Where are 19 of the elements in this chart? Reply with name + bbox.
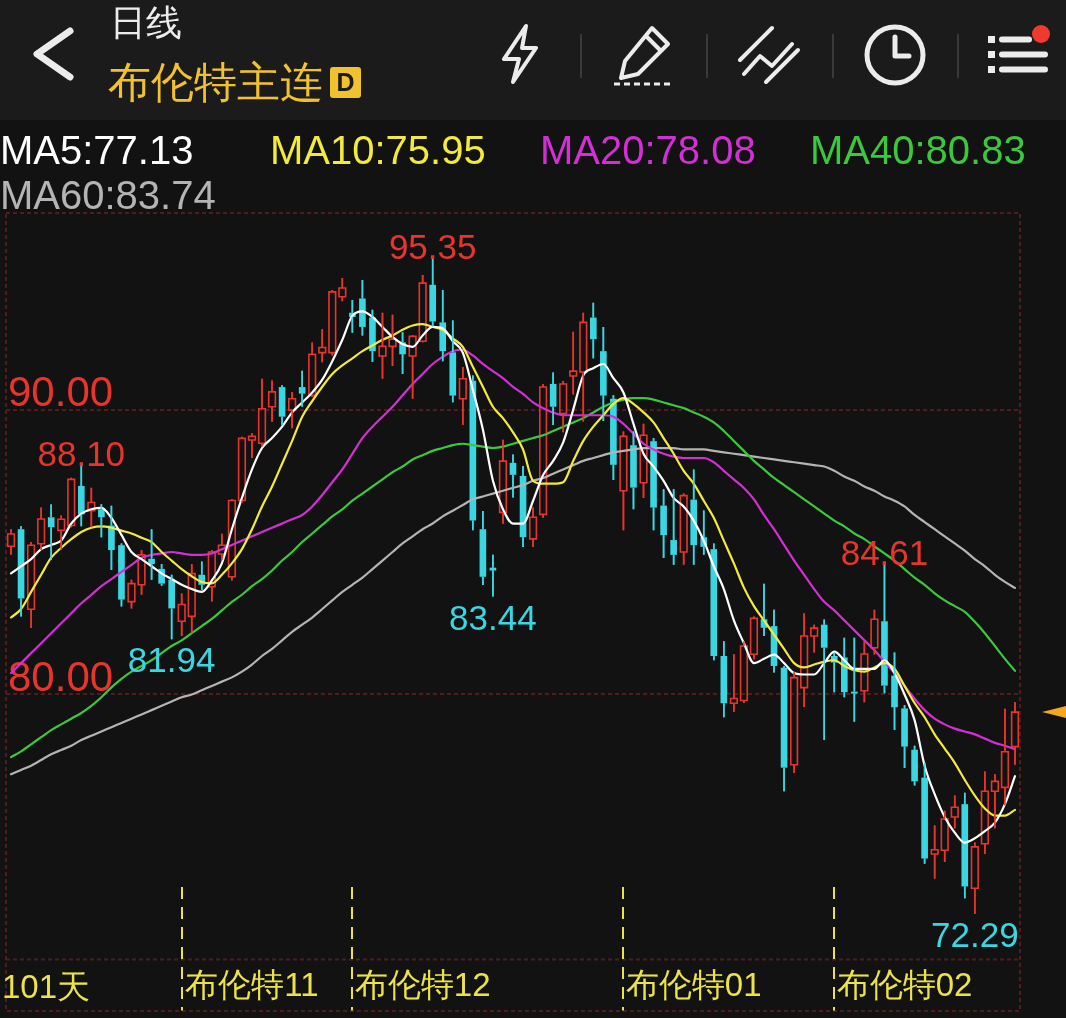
text: MA10:75.95	[270, 128, 486, 172]
badge: D	[330, 66, 361, 98]
x-tick-label: 布伦特11	[185, 966, 319, 1004]
text: MA40:80.83	[810, 128, 1026, 172]
text: MA20:78.08	[540, 128, 756, 172]
text: 101天	[2, 967, 91, 1007]
text: MA60:83.74	[0, 173, 216, 217]
x-tick-label: 布伦特01	[625, 966, 762, 1004]
annotation: 72.29	[931, 915, 1019, 955]
y-tick-label: 80.00	[8, 653, 114, 701]
chart-title: 布伦特主连	[108, 58, 323, 106]
y-tick-label: 90.00	[8, 368, 114, 416]
text: MA5:77.13	[0, 128, 194, 172]
annotation: 95.35	[388, 227, 477, 267]
x-tick-label: 布伦特12	[354, 966, 491, 1004]
chart-subtitle: 日线	[110, 2, 182, 43]
annotation: 83.44	[449, 597, 537, 637]
x-tick-label: 布伦特02	[836, 966, 973, 1004]
annotation: 88.10	[37, 433, 126, 473]
